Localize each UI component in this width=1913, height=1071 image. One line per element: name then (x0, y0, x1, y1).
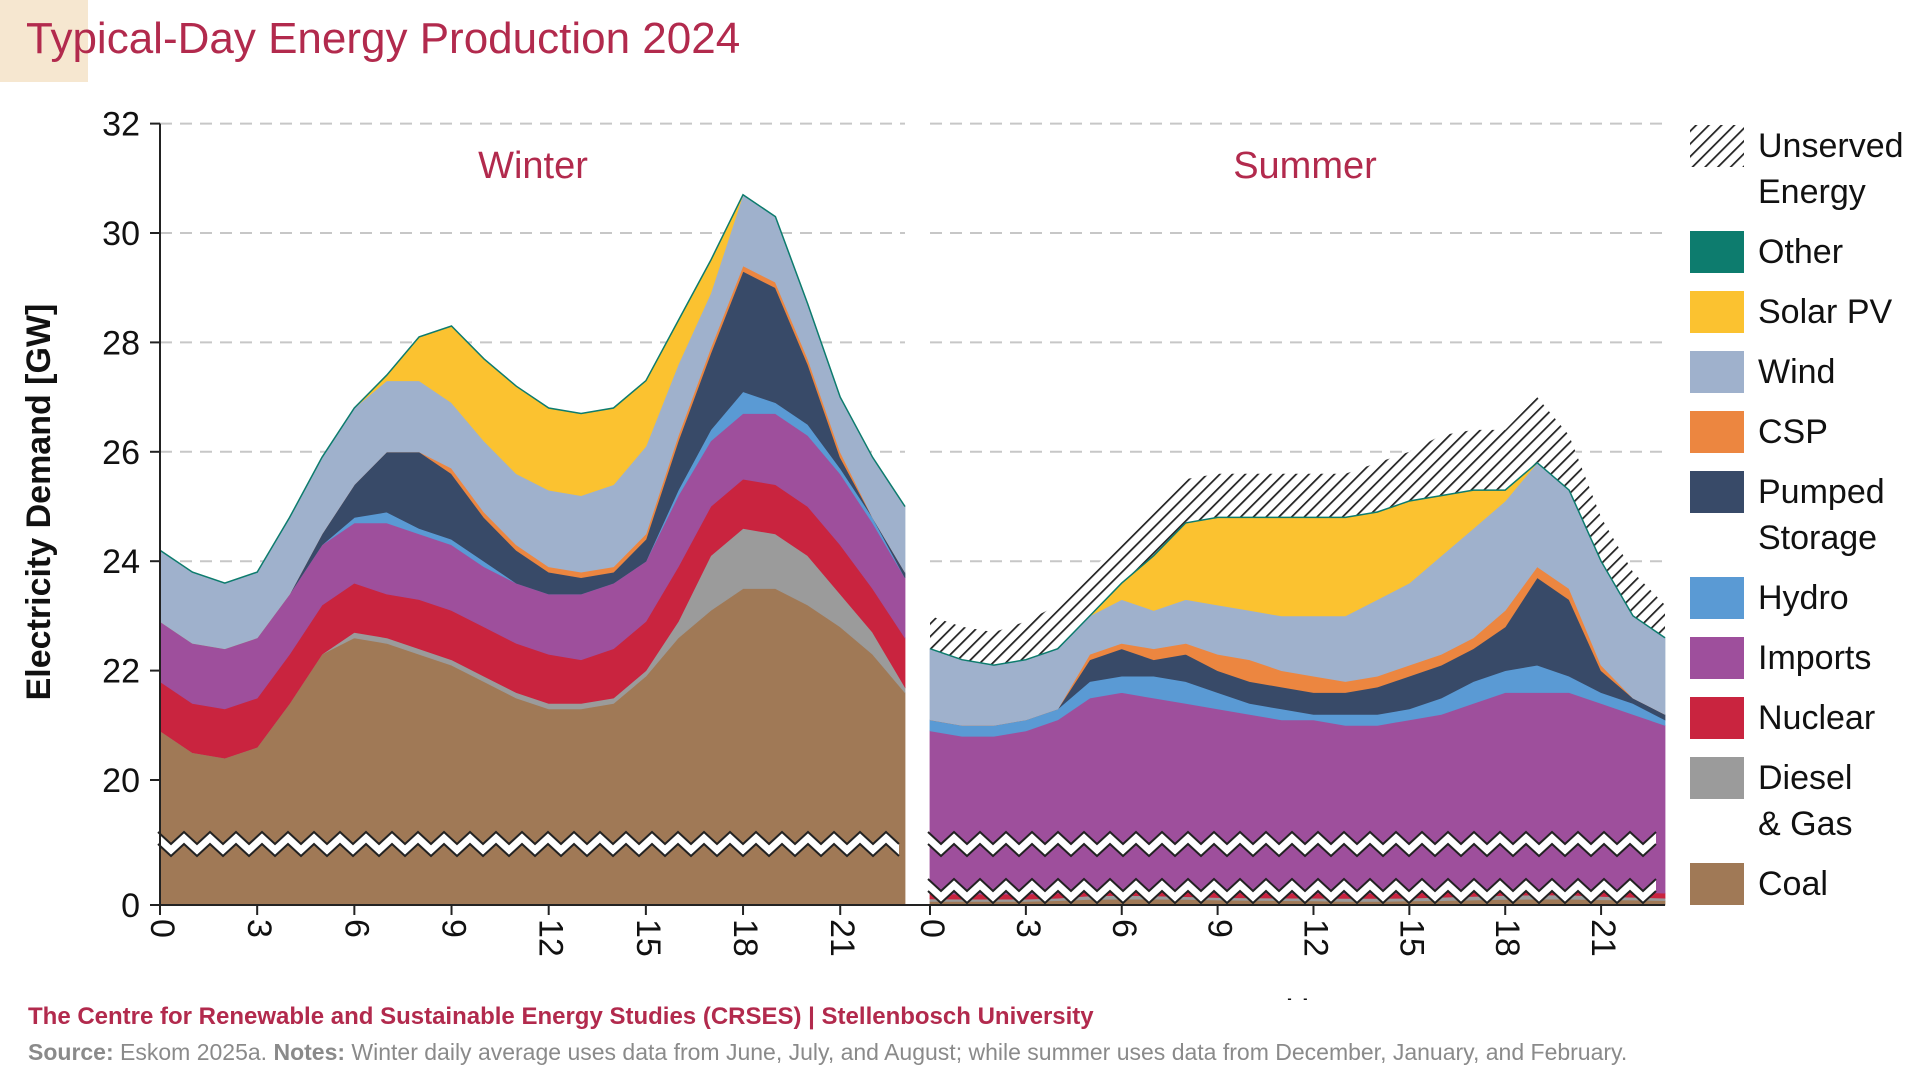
legend-label: Storage (1758, 519, 1877, 557)
legend-wind: Wind (1690, 351, 1835, 393)
y-tick-label: 0 (121, 887, 140, 925)
x-tick-label: 6 (337, 919, 375, 938)
break-gap (158, 832, 899, 856)
notes-text: Winter daily average uses data from June… (345, 1039, 1628, 1065)
notes-label: Notes: (273, 1039, 346, 1065)
chart-area: Winter 0 3 6 9 12 15 18 21 Summer 0 3 6 9 12 15 18 21 0 20 2… (20, 106, 1904, 1000)
axes: Winter 0 3 6 9 12 15 18 21 Summer 0 3 6 9 12 15 18 21 0 20 2… (20, 106, 1665, 1000)
y-tick-label: 26 (102, 434, 140, 472)
title-highlight (0, 0, 88, 82)
legend: Unserved Energy Other Solar PV Wind CSP Pumped… (1690, 125, 1904, 905)
y-tick-label: 30 (102, 215, 140, 253)
x-tick-label: 3 (1009, 919, 1047, 938)
axis-break (157, 830, 1657, 905)
legend-swatch (1690, 577, 1744, 619)
legend-swatch (1690, 757, 1744, 799)
legend-label: Wind (1758, 353, 1835, 391)
other-edge-winter (159, 193, 906, 584)
legend-swatch (1690, 697, 1744, 739)
y-tick-label: 22 (102, 653, 140, 691)
legend-label: Coal (1758, 865, 1828, 903)
legend-coal: Coal (1690, 863, 1828, 905)
x-tick-label: 9 (435, 919, 473, 938)
source-notes: Source: Eskom 2025a. Notes: Winter daily… (28, 1039, 1627, 1066)
legend-imports: Imports (1690, 637, 1871, 679)
other-edge-summer (929, 461, 1666, 666)
x-tick-label: 21 (823, 919, 861, 957)
panel-title-summer: Summer (1233, 145, 1377, 187)
break-line (927, 877, 1657, 893)
x-axis-label: Hour (1285, 992, 1359, 1000)
area-unserved-energy-summer (930, 397, 1665, 666)
break-line (927, 842, 1657, 858)
x-tick-label: 18 (726, 919, 764, 957)
legend-label: CSP (1758, 413, 1828, 451)
legend-swatch (1690, 125, 1744, 167)
y-tick-label: 32 (102, 106, 140, 144)
x-tick-label: 0 (143, 919, 181, 938)
legend-swatch (1690, 291, 1744, 333)
legend-swatch (1690, 231, 1744, 273)
legend-swatch (1690, 351, 1744, 393)
x-tick-label: 12 (532, 919, 570, 957)
legend-csp: CSP (1690, 411, 1828, 453)
break-line (927, 889, 1657, 905)
legend-label: Energy (1758, 173, 1866, 211)
legend-unserved-energy: Unserved Energy (1690, 125, 1904, 211)
legend-label: Imports (1758, 639, 1871, 677)
x-tick-label: 21 (1584, 919, 1622, 957)
stacked-areas (159, 193, 1666, 906)
source-text: Eskom 2025a. (113, 1039, 274, 1065)
y-tick-label: 24 (102, 543, 140, 581)
break-line (927, 830, 1657, 846)
legend-label: Hydro (1758, 579, 1849, 617)
legend-label: & Gas (1758, 805, 1852, 843)
x-tick-label: 18 (1488, 919, 1526, 957)
y-axis-label: Electricity Demand [GW] (20, 304, 58, 701)
legend-swatch (1690, 637, 1744, 679)
legend-diesel-gas: Diesel & Gas (1690, 757, 1852, 843)
credit-line: The Centre for Renewable and Sustainable… (28, 1003, 1094, 1030)
x-tick-label: 15 (629, 919, 667, 957)
break-line (157, 830, 900, 846)
legend-nuclear: Nuclear (1690, 697, 1875, 739)
y-tick-label: 28 (102, 324, 140, 362)
legend-hydro: Hydro (1690, 577, 1849, 619)
legend-swatch (1690, 471, 1744, 513)
x-tick-label: 0 (913, 919, 951, 938)
legend-solar-pv: Solar PV (1690, 291, 1892, 333)
page-title: Typical-Day Energy Production 2024 (26, 14, 741, 63)
legend-other: Other (1690, 231, 1843, 273)
legend-swatch (1690, 411, 1744, 453)
legend-label: Solar PV (1758, 293, 1892, 331)
legend-label: Pumped (1758, 473, 1885, 511)
x-tick-label: 12 (1296, 919, 1334, 957)
panel-title-winter: Winter (478, 145, 588, 187)
legend-label: Diesel (1758, 759, 1852, 797)
legend-label: Unserved (1758, 127, 1904, 165)
source-label: Source: (28, 1039, 114, 1065)
y-tick-label: 20 (102, 762, 140, 800)
legend-pumped-storage: Pumped Storage (1690, 471, 1885, 557)
x-tick-label: 3 (240, 919, 278, 938)
break-line (157, 842, 900, 858)
x-tick-label: 15 (1392, 919, 1430, 957)
x-tick-label: 6 (1105, 919, 1143, 938)
legend-label: Other (1758, 233, 1843, 271)
legend-label: Nuclear (1758, 699, 1875, 737)
legend-swatch (1690, 863, 1744, 905)
x-tick-label: 9 (1201, 919, 1239, 938)
